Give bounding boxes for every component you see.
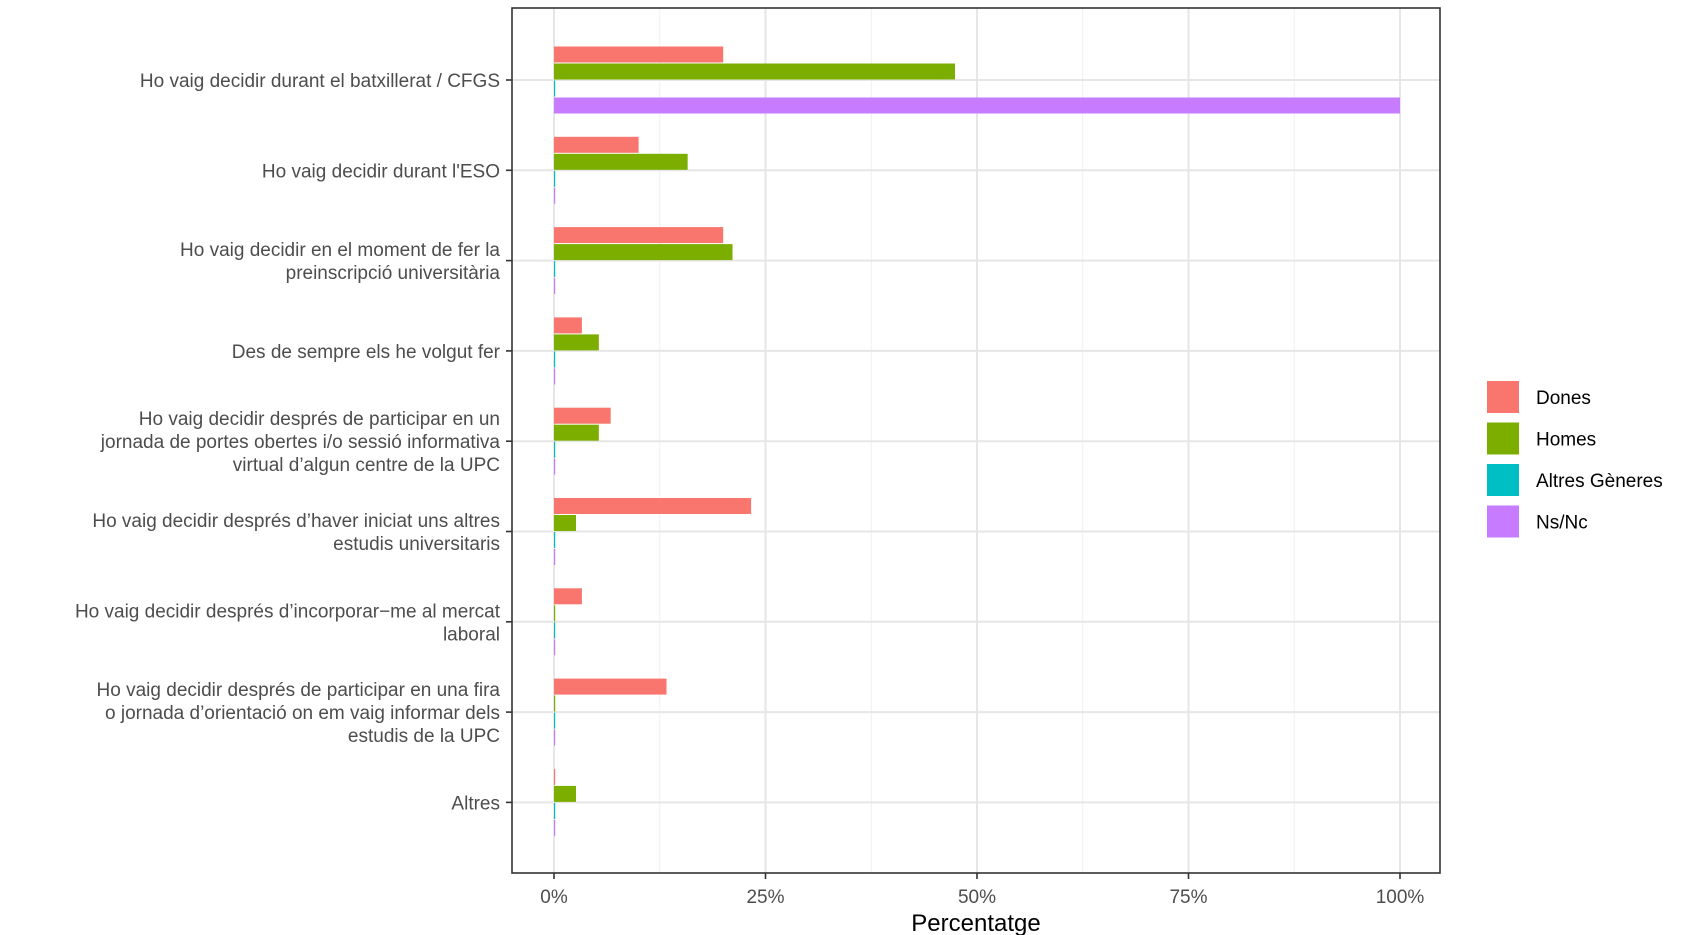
bar-dones-8	[554, 678, 667, 695]
bar-ns-nc-2	[554, 187, 556, 204]
bar-dones-2	[554, 136, 639, 153]
bar-ns-nc-7	[554, 639, 556, 656]
y-category-label: virtual d’algun centre de la UPC	[233, 455, 500, 476]
bar-altres-g-neres-4	[554, 351, 556, 368]
bar-dones-1	[554, 46, 724, 63]
bar-altres-g-neres-9	[554, 802, 556, 819]
y-category-label: o jornada d’orientació on em vaig inform…	[105, 703, 500, 724]
bar-ns-nc-5	[554, 458, 556, 475]
y-category-label: Altres	[451, 793, 500, 814]
y-category-label: estudis universitaris	[333, 534, 500, 555]
bar-homes-3	[554, 244, 733, 261]
bar-dones-9	[554, 768, 556, 785]
x-tick-label: 100%	[1376, 887, 1425, 908]
bar-dones-4	[554, 317, 582, 334]
y-category-label: jornada de portes obertes i/o sessió inf…	[100, 432, 501, 453]
x-tick-label: 50%	[958, 887, 996, 908]
bar-dones-5	[554, 407, 611, 424]
y-category-label: Ho vaig decidir després de participar en…	[97, 680, 501, 701]
y-category-label: Ho vaig decidir durant el batxillerat / …	[140, 71, 500, 92]
y-category-label: preinscripció universitària	[286, 263, 501, 284]
bar-homes-9	[554, 785, 576, 802]
legend-label: Altres Gèneres	[1536, 471, 1663, 492]
bar-homes-5	[554, 424, 599, 441]
x-tick-label: 75%	[1169, 887, 1207, 908]
legend-label: Ns/Nc	[1536, 513, 1588, 534]
bar-altres-g-neres-5	[554, 441, 556, 458]
bar-altres-g-neres-1	[554, 80, 556, 97]
bar-homes-1	[554, 63, 956, 80]
y-category-label: Ho vaig decidir després de participar en…	[139, 409, 500, 430]
bar-homes-8	[554, 695, 556, 712]
y-category-label: Ho vaig decidir en el moment de fer la	[180, 240, 500, 261]
legend-label: Dones	[1536, 388, 1591, 409]
bar-ns-nc-3	[554, 278, 556, 295]
bar-altres-g-neres-6	[554, 532, 556, 548]
y-category-label: estudis de la UPC	[348, 726, 500, 747]
y-category-label: Des de sempre els he volgut fer	[232, 342, 501, 363]
legend-key-ns-nc	[1487, 505, 1519, 538]
bar-altres-g-neres-2	[554, 170, 556, 187]
legend-key-altres-g-neres	[1487, 464, 1519, 496]
bar-ns-nc-4	[554, 368, 556, 385]
bar-ns-nc-6	[554, 549, 556, 565]
x-tick-label: 25%	[746, 887, 784, 908]
legend-label: Homes	[1536, 430, 1596, 451]
bar-homes-6	[554, 515, 576, 531]
bar-dones-7	[554, 588, 582, 605]
bar-homes-4	[554, 334, 599, 351]
bar-dones-6	[554, 498, 752, 514]
bar-ns-nc-8	[554, 729, 556, 746]
bar-altres-g-neres-7	[554, 622, 556, 639]
bar-altres-g-neres-8	[554, 712, 556, 729]
bar-ns-nc-1	[554, 97, 1400, 114]
x-axis-title: Percentatge	[911, 910, 1040, 935]
y-category-label: Ho vaig decidir durant l'ESO	[262, 161, 500, 182]
bar-homes-2	[554, 153, 688, 170]
y-category-label: laboral	[443, 624, 500, 645]
bar-ns-nc-9	[554, 819, 556, 836]
bar-dones-3	[554, 227, 724, 244]
y-category-label: Ho vaig decidir després d’incorporar−me …	[75, 601, 501, 622]
x-tick-label: 0%	[540, 887, 568, 908]
legend-key-dones	[1487, 381, 1519, 413]
bar-altres-g-neres-3	[554, 261, 556, 278]
legend-key-homes	[1487, 422, 1519, 455]
y-category-label: Ho vaig decidir després d’haver iniciat …	[92, 511, 500, 532]
bar-homes-7	[554, 605, 556, 622]
